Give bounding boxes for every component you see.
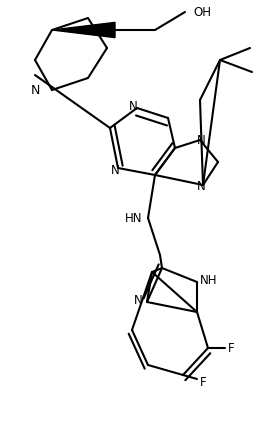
Text: N: N	[30, 83, 40, 96]
Polygon shape	[52, 22, 115, 38]
Text: NH: NH	[200, 274, 218, 286]
Text: N: N	[129, 101, 137, 113]
Text: OH: OH	[193, 5, 211, 19]
Text: N: N	[111, 164, 119, 176]
Text: N: N	[197, 179, 205, 192]
Text: N: N	[134, 294, 143, 307]
Text: HN: HN	[125, 212, 143, 225]
Text: F: F	[228, 341, 235, 354]
Text: F: F	[200, 376, 207, 388]
Text: N: N	[197, 134, 205, 146]
